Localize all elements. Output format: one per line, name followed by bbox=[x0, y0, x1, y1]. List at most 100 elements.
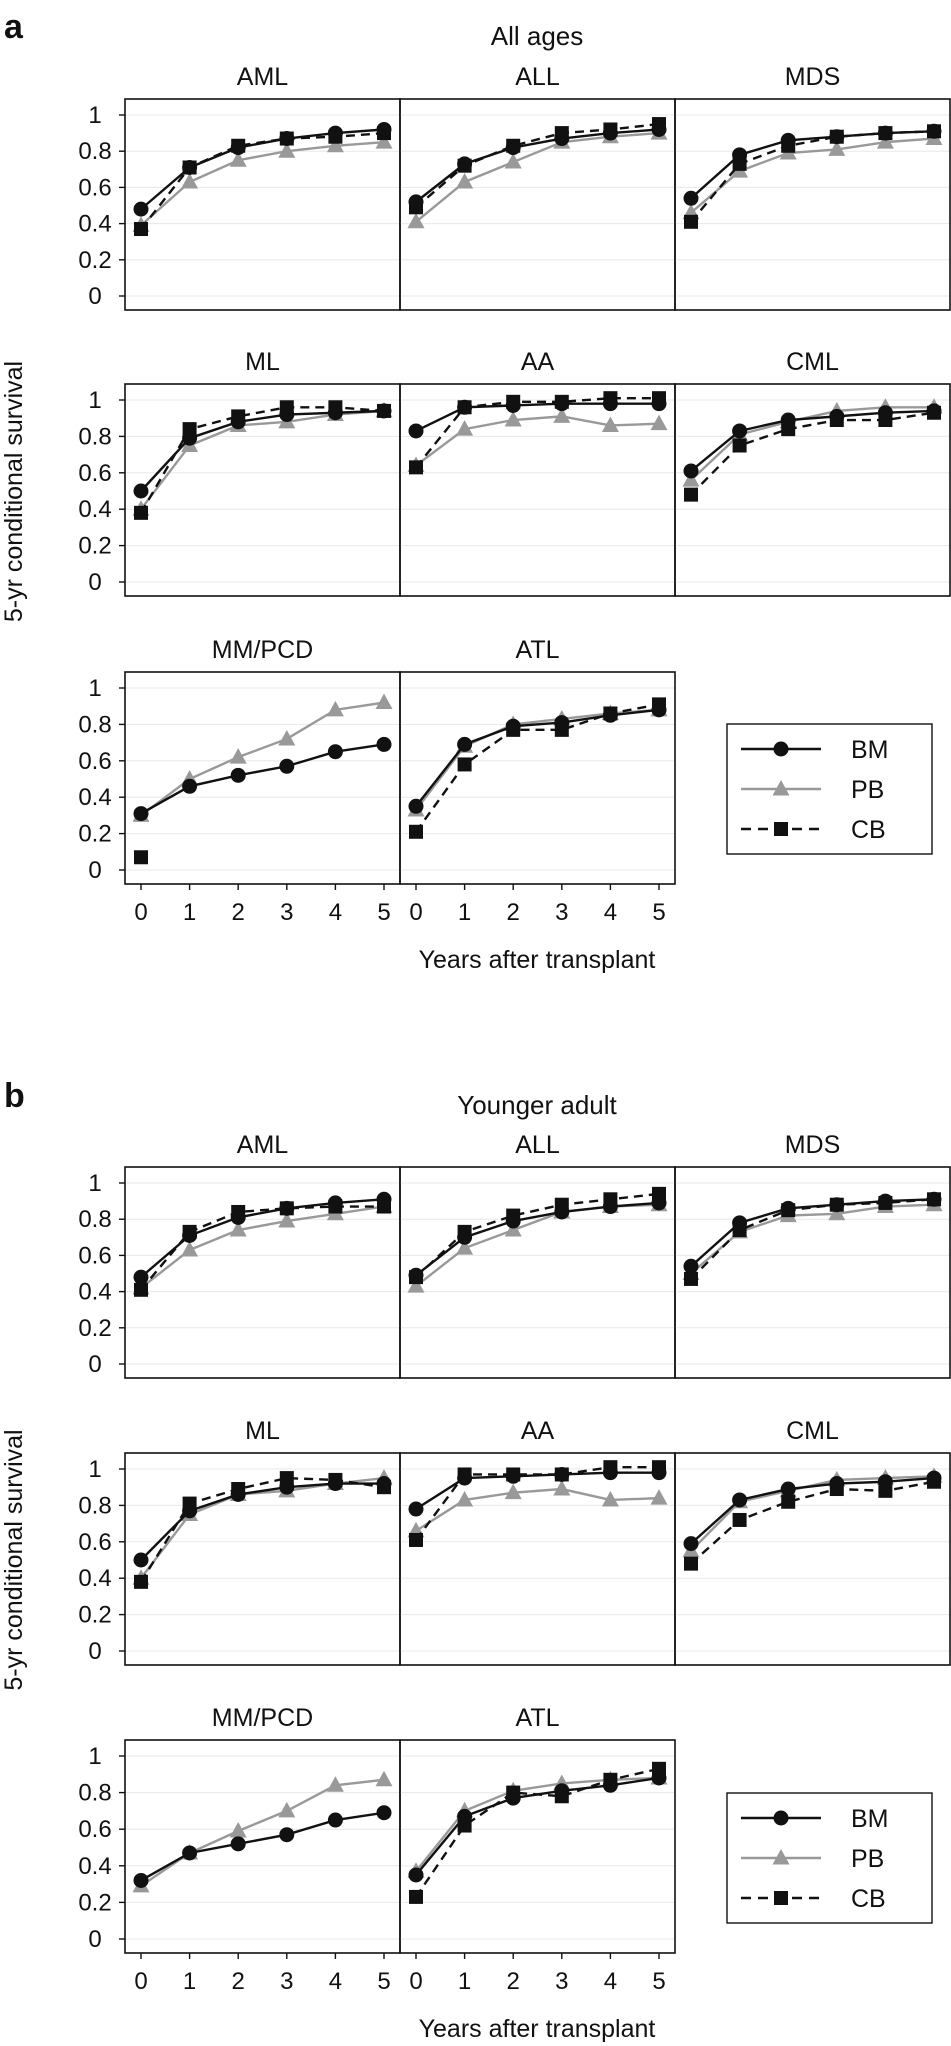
y-tick-label: 0.4 bbox=[78, 784, 111, 811]
subplot-frame bbox=[399, 1452, 676, 1666]
data-point-bm bbox=[457, 1808, 473, 1824]
data-point-bm bbox=[732, 423, 748, 439]
x-tick-label: 3 bbox=[280, 899, 293, 926]
data-point-pb bbox=[229, 748, 247, 764]
series-line-cb bbox=[140, 131, 385, 230]
data-point-cb bbox=[134, 1574, 148, 1589]
panel-label: a bbox=[4, 8, 24, 46]
series-line-pb bbox=[140, 409, 385, 510]
subplot-frame bbox=[399, 671, 676, 885]
data-point-cb bbox=[134, 1282, 148, 1297]
series-line-cb bbox=[415, 122, 660, 209]
subplot-title: AA bbox=[521, 1417, 555, 1445]
subplot-frame bbox=[124, 383, 401, 597]
data-point-bm bbox=[651, 121, 667, 137]
series-line-pb bbox=[140, 701, 385, 817]
y-axis-label: 5-yr conditional survival bbox=[0, 361, 28, 622]
series-line-bm bbox=[140, 1482, 384, 1561]
series-line-pb bbox=[415, 415, 660, 467]
series-line-cb bbox=[690, 411, 935, 496]
data-point-bm bbox=[230, 1209, 246, 1225]
subplot-mm-pcd: MM/PCD 0 0.2 0.4 0.6 0.8 1 0 1 2 3 4 5 bbox=[78, 1704, 401, 1995]
figure-panel-b: b Younger adult 5-yr conditional survival Y… bbox=[0, 1077, 951, 2043]
data-point-bm bbox=[230, 1486, 246, 1502]
data-point-cb bbox=[684, 1271, 698, 1286]
y-tick-label: 1 bbox=[88, 1170, 101, 1197]
x-tick-label: 2 bbox=[507, 1968, 520, 1995]
x-tick-label: 5 bbox=[652, 899, 665, 926]
data-point-pb bbox=[229, 1221, 247, 1237]
data-point-bm bbox=[279, 1827, 295, 1843]
data-point-bm bbox=[457, 399, 473, 415]
y-tick-label: 1 bbox=[88, 1743, 101, 1770]
series-line-bm bbox=[415, 402, 659, 433]
data-point-bm bbox=[279, 407, 295, 423]
data-point-bm bbox=[376, 121, 392, 137]
series-line-bm bbox=[140, 743, 385, 815]
data-point-pb bbox=[601, 1490, 619, 1507]
legend-label-pb: PB bbox=[851, 1845, 884, 1873]
data-point-bm bbox=[408, 798, 424, 814]
subplot-frame bbox=[399, 1166, 676, 1379]
data-point-cb bbox=[409, 460, 423, 475]
legend-label-bm: BM bbox=[851, 736, 889, 764]
subplot-frame bbox=[674, 98, 951, 311]
data-point-pb bbox=[375, 1770, 393, 1787]
data-point-bm bbox=[505, 397, 521, 413]
data-point-bm bbox=[554, 396, 570, 412]
data-point-pb bbox=[504, 411, 522, 427]
y-tick-label: 1 bbox=[88, 675, 101, 702]
legend-label-cb: CB bbox=[851, 816, 886, 844]
data-point-bm bbox=[327, 1195, 343, 1211]
legend: BM PB CB bbox=[726, 723, 933, 855]
data-point-bm bbox=[327, 405, 343, 421]
subplot-title: ATL bbox=[516, 636, 560, 664]
figure-title: Younger adult bbox=[457, 1090, 617, 1120]
y-tick-label: 0.6 bbox=[78, 1242, 111, 1269]
data-point-bm bbox=[408, 194, 424, 210]
data-point-bm bbox=[877, 125, 893, 141]
data-point-bm bbox=[554, 1204, 570, 1220]
series-line-pb bbox=[415, 708, 660, 811]
data-point-pb bbox=[181, 1240, 199, 1257]
subplot-ml: ML 0 0.2 0.4 0.6 0.8 1 bbox=[78, 1417, 401, 1666]
x-tick-label: 4 bbox=[604, 899, 617, 926]
data-point-bm bbox=[554, 1783, 570, 1799]
data-point-bm bbox=[683, 463, 699, 479]
y-tick-label: 0.4 bbox=[78, 1279, 111, 1306]
data-point-pb bbox=[682, 471, 700, 487]
data-point-bm bbox=[602, 707, 618, 723]
data-point-pb bbox=[375, 133, 393, 149]
data-point-pb bbox=[504, 1483, 522, 1500]
data-point-pb bbox=[828, 140, 846, 156]
data-point-pb bbox=[553, 1480, 571, 1496]
series-line-pb bbox=[690, 137, 935, 214]
x-tick-label: 1 bbox=[458, 1968, 471, 1995]
data-point-bm bbox=[230, 1836, 246, 1852]
data-point-bm bbox=[554, 131, 570, 147]
data-point-bm bbox=[133, 1552, 149, 1568]
series-line-cb bbox=[139, 406, 385, 514]
series-line-pb bbox=[140, 1778, 385, 1887]
subplot-aa: AA bbox=[399, 348, 676, 597]
subplot-atl: ATL 0 1 2 3 4 5 bbox=[399, 636, 676, 926]
data-point-bm bbox=[829, 1197, 845, 1213]
y-tick-label: 0 bbox=[88, 1926, 101, 1953]
data-point-bm bbox=[732, 1215, 748, 1231]
data-point-bm bbox=[651, 1195, 667, 1211]
data-point-bm bbox=[182, 1845, 198, 1861]
x-tick-label: 4 bbox=[329, 1968, 342, 1995]
y-tick-label: 0.6 bbox=[78, 748, 111, 775]
data-point-bm bbox=[327, 744, 343, 760]
data-point-bm bbox=[408, 1867, 424, 1883]
subplot-title: CML bbox=[786, 348, 839, 376]
data-point-pb bbox=[278, 729, 296, 746]
data-point-bm bbox=[408, 1267, 424, 1283]
data-point-bm bbox=[877, 1474, 893, 1490]
subplot-frame bbox=[674, 383, 951, 597]
subplot-aa: AA bbox=[399, 1417, 676, 1666]
subplot-title: AML bbox=[237, 63, 289, 91]
y-tick-label: 0.6 bbox=[78, 460, 111, 487]
x-tick-label: 0 bbox=[134, 1968, 147, 1995]
data-point-bm bbox=[651, 396, 667, 412]
